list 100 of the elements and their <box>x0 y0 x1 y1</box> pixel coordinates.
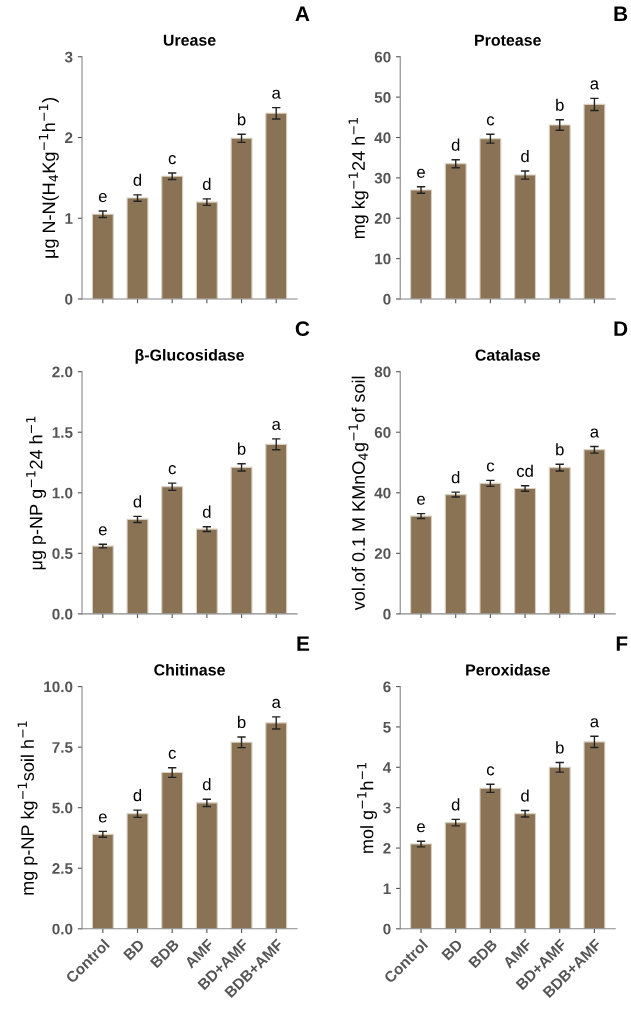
annotation: d <box>133 495 142 508</box>
annotation: a <box>272 698 281 708</box>
y-tick-label: 20 <box>374 548 391 560</box>
annotation: b <box>237 715 246 729</box>
annotation: c <box>168 749 176 759</box>
y-tick-label: 1.0 <box>52 487 73 499</box>
bar <box>410 843 432 929</box>
y-tick-label: 50 <box>374 92 391 103</box>
annotation: e <box>98 193 107 203</box>
bar <box>161 772 184 929</box>
text: A <box>295 6 310 21</box>
annotation: d <box>521 789 529 802</box>
y-tick-label: 6 <box>383 681 391 693</box>
y-axis-title: mol g$^{−1}$h$^{−1}$ <box>357 762 377 853</box>
bar <box>514 487 537 614</box>
bar <box>195 528 218 614</box>
annotation: b <box>556 741 564 754</box>
y-tick-label: 1.5 <box>52 427 73 438</box>
annotation: b <box>556 443 564 456</box>
bar <box>479 138 502 299</box>
annotation: d <box>521 149 529 163</box>
bar <box>548 124 571 299</box>
y-tick-label: 10 <box>375 253 391 265</box>
bar <box>583 103 606 299</box>
y-axis-title: mg kg$^{−1}$24 h$^{−1}$ <box>348 118 369 239</box>
y-tick-label: 7.5 <box>52 742 73 753</box>
annotation: d <box>202 778 211 791</box>
annotation: c <box>168 465 176 475</box>
y-tick-label: 60 <box>374 427 391 438</box>
y-tick-label: 4 <box>382 762 392 773</box>
y-tick-label: 2.5 <box>52 863 73 874</box>
bar <box>195 802 218 929</box>
annotation: cd <box>516 464 533 477</box>
y-tick-label: 3 <box>64 51 73 63</box>
annotation: d <box>133 789 142 802</box>
bar <box>126 813 149 929</box>
y-tick-label: 2 <box>65 132 73 144</box>
bar <box>230 466 253 614</box>
annotation: e <box>417 823 425 833</box>
bar <box>195 201 218 299</box>
bar <box>265 112 288 299</box>
bar <box>161 175 184 299</box>
annotation: e <box>417 495 425 505</box>
bar <box>91 213 114 299</box>
y-axis-title: mg p-NP kg$^{−1}$soil h$^{−1}$ <box>17 721 38 895</box>
bar <box>126 518 149 614</box>
bar <box>444 822 467 929</box>
y-tick-label: 3 <box>383 802 391 814</box>
y-axis-title: vol.of 0.1 M KMnO$_{4}$g$^{−1}$of soil <box>348 376 369 611</box>
annotation: c <box>486 766 495 776</box>
y-tick-label: 2.0 <box>52 366 73 378</box>
y-tick-label: 40 <box>374 132 391 144</box>
annotation: b <box>237 113 246 126</box>
text: C <box>295 321 310 337</box>
bar <box>410 189 432 299</box>
bar <box>444 163 467 299</box>
y-tick-label: 5.0 <box>52 802 73 814</box>
bar <box>265 443 288 614</box>
y-tick-label: 2 <box>383 842 391 854</box>
chart-title: Catalase <box>475 348 541 361</box>
annotation: c <box>486 116 495 126</box>
y-tick-label: 5 <box>383 721 391 733</box>
bar <box>444 494 467 614</box>
text: B <box>614 6 628 21</box>
annotation: b <box>237 442 246 455</box>
annotation: a <box>590 428 600 438</box>
y-tick-label: 1 <box>383 883 391 894</box>
y-axis-title: μg p-NP g$^{−1}$24 h$^{−1}$ <box>26 416 47 570</box>
chart-title: Peroxidase <box>466 663 550 676</box>
chart-title: β-Glucosidase <box>135 348 245 364</box>
text: F <box>616 636 628 651</box>
bar <box>548 467 571 614</box>
y-tick-label: 0 <box>383 923 391 935</box>
annotation: b <box>556 98 564 111</box>
y-tick-label: 20 <box>374 213 391 224</box>
annotation: a <box>272 420 281 431</box>
y-tick-label: 80 <box>374 366 391 378</box>
bar <box>230 741 253 929</box>
y-tick-label: 0 <box>383 293 391 305</box>
bar <box>126 197 149 299</box>
x-tick-label: BD <box>441 938 464 961</box>
chart-title: Urease <box>163 34 216 46</box>
y-tick-label: 0.0 <box>52 923 73 935</box>
y-axis-title: μg N-N(H$_{4}$Kg$^{−1}$h$^{−1}$) <box>38 98 59 258</box>
y-tick-label: 10.0 <box>44 681 73 693</box>
annotation: e <box>98 813 107 823</box>
annotation: d <box>451 798 460 811</box>
bar <box>410 515 432 614</box>
bar <box>161 486 184 614</box>
y-tick-label: 30 <box>374 172 391 184</box>
annotation: d <box>451 138 460 151</box>
x-tick-label: BD <box>123 938 145 961</box>
annotation: c <box>168 155 176 165</box>
annotation: a <box>590 80 600 90</box>
y-tick-label: 0 <box>65 293 73 305</box>
bar <box>265 722 288 929</box>
bar <box>514 174 537 299</box>
y-tick-label: 60 <box>374 51 391 63</box>
bar <box>583 449 606 614</box>
annotation: d <box>451 471 460 484</box>
